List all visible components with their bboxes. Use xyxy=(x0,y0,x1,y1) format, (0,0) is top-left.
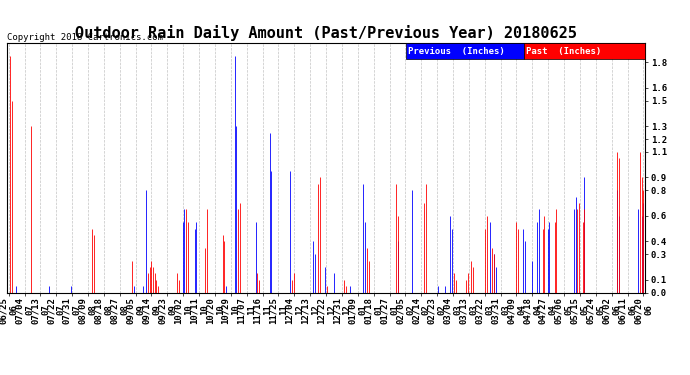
FancyBboxPatch shape xyxy=(406,43,524,59)
Title: Outdoor Rain Daily Amount (Past/Previous Year) 20180625: Outdoor Rain Daily Amount (Past/Previous… xyxy=(75,25,577,41)
Text: Previous  (Inches): Previous (Inches) xyxy=(408,46,504,56)
FancyBboxPatch shape xyxy=(524,43,645,59)
Text: Past  (Inches): Past (Inches) xyxy=(526,46,601,56)
Text: Copyright 2018 Cartronics.com: Copyright 2018 Cartronics.com xyxy=(7,33,163,42)
